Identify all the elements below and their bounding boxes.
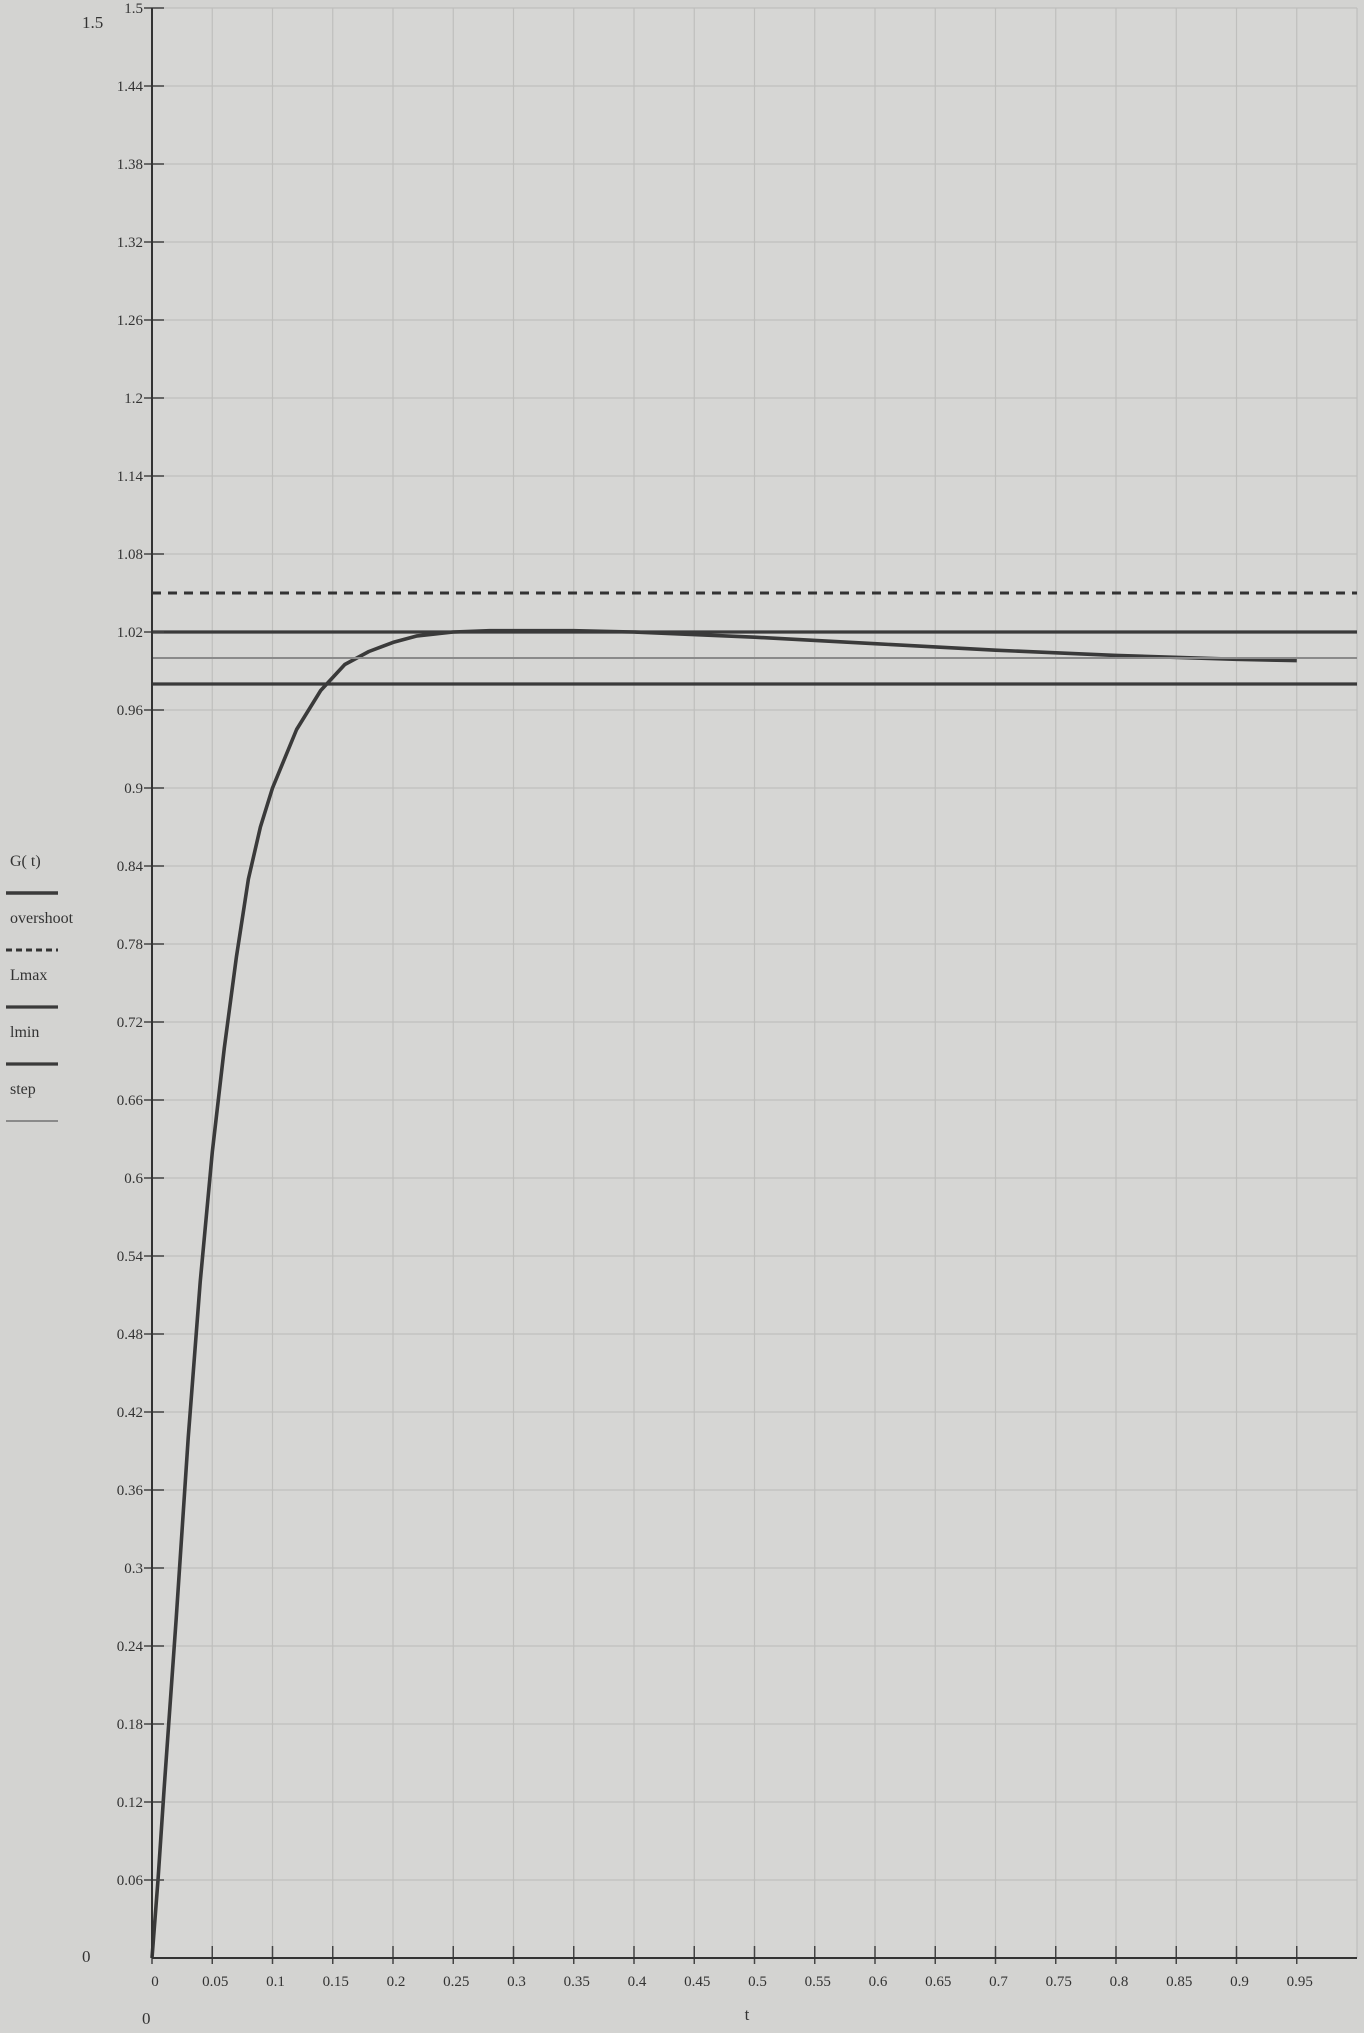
x-tick-label: 0.6 xyxy=(869,1974,888,1990)
y-tick-label: 0.48 xyxy=(117,1327,143,1343)
grid xyxy=(151,7,1358,1958)
legend-label: overshoot xyxy=(10,910,74,927)
x-axis-label: t xyxy=(745,2005,750,2024)
x-tick-label: 0 xyxy=(151,1974,159,1990)
y-tick-label: 1.5 xyxy=(124,1,143,17)
y-tick-label: 0.06 xyxy=(117,1873,144,1889)
series-line-g-t xyxy=(150,628,1297,1959)
y-tick-label: 0.36 xyxy=(117,1483,144,1499)
y-tick-label: 1.26 xyxy=(117,313,144,329)
y-tick-label: 1.32 xyxy=(117,235,143,251)
legend-label: step xyxy=(10,1081,36,1098)
y-min-corner-label: 0 xyxy=(82,1947,91,1966)
x-min-corner-label: 0 xyxy=(142,2009,151,2028)
x-tick-label: 0.7 xyxy=(989,1974,1008,1990)
x-tick-label: 0.5 xyxy=(748,1974,767,1990)
y-tick-label: 1.02 xyxy=(117,625,143,641)
x-tick-label: 0.35 xyxy=(564,1974,590,1990)
legend-label: Lmax xyxy=(10,967,47,984)
y-tick-label: 0.66 xyxy=(117,1093,144,1109)
legend-label: G( t) xyxy=(10,853,41,870)
tick-labels: 0 0.05 0.1 0.15 0.2 0.25 0.3 0.35 0.4 0.45 0.5 0.55… xyxy=(117,1,1313,1990)
x-tick-label: 0.15 xyxy=(323,1974,349,1990)
y-tick-label: 0.12 xyxy=(117,1795,143,1811)
x-tick-label: 0.55 xyxy=(805,1974,831,1990)
axes xyxy=(144,7,1357,1964)
x-tick-label: 0.05 xyxy=(202,1974,228,1990)
y-tick-label: 0.9 xyxy=(124,781,143,797)
y-tick-label: 0.72 xyxy=(117,1015,143,1031)
y-tick-label: 0.18 xyxy=(117,1717,143,1733)
y-tick-label: 1.08 xyxy=(117,547,143,563)
y-tick-label: 0.78 xyxy=(117,937,143,953)
y-tick-label: 0.6 xyxy=(124,1171,143,1187)
legend-label: lmin xyxy=(10,1024,39,1041)
y-tick-label: 1.44 xyxy=(117,79,144,95)
x-tick-label: 0.65 xyxy=(925,1974,951,1990)
series-group xyxy=(150,591,1357,1959)
y-tick-label: 0.54 xyxy=(117,1249,144,1265)
y-tick-label: 0.84 xyxy=(117,859,144,875)
x-tick-label: 0.85 xyxy=(1166,1974,1192,1990)
legend: G( t) overshoot Lmax lmin step xyxy=(6,853,74,1122)
x-tick-label: 0.95 xyxy=(1287,1974,1313,1990)
x-tick-label: 0.3 xyxy=(507,1974,526,1990)
y-tick-label: 1.14 xyxy=(117,469,144,485)
y-max-corner-label: 1.5 xyxy=(82,13,103,32)
x-tick-label: 0.8 xyxy=(1110,1974,1129,1990)
x-tick-label: 0.4 xyxy=(628,1974,647,1990)
y-tick-label: 1.2 xyxy=(124,391,143,407)
x-tick-label: 0.45 xyxy=(684,1974,710,1990)
y-tick-label: 0.3 xyxy=(124,1561,143,1577)
y-tick-label: 1.38 xyxy=(117,157,143,173)
y-tick-label: 0.96 xyxy=(117,703,144,719)
x-tick-label: 0.1 xyxy=(266,1974,285,1990)
x-tick-label: 0.9 xyxy=(1230,1974,1249,1990)
y-tick-label: 0.24 xyxy=(117,1639,144,1655)
x-tick-label: 0.2 xyxy=(387,1974,406,1990)
y-tick-label: 0.42 xyxy=(117,1405,143,1421)
x-tick-label: 0.75 xyxy=(1046,1974,1072,1990)
x-tick-label: 0.25 xyxy=(443,1974,469,1990)
